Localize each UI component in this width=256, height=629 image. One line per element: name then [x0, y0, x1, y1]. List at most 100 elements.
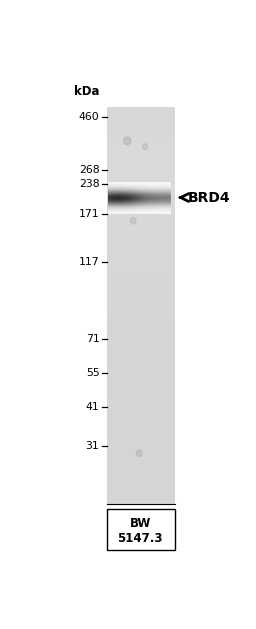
Bar	[108, 284, 175, 286]
Bar	[108, 270, 175, 272]
Bar	[108, 385, 175, 387]
Bar	[108, 298, 175, 299]
Bar	[108, 256, 175, 258]
Bar	[108, 242, 175, 244]
Bar	[108, 129, 175, 131]
Bar	[108, 252, 175, 254]
Bar	[108, 188, 175, 191]
Bar	[108, 391, 175, 393]
Text: BRD4: BRD4	[188, 191, 230, 204]
Text: 55: 55	[86, 369, 99, 378]
Bar	[108, 200, 175, 203]
Bar	[108, 387, 175, 389]
Bar	[108, 304, 175, 306]
Bar	[108, 244, 175, 246]
Bar	[108, 347, 175, 349]
Bar	[108, 216, 175, 218]
Bar	[108, 165, 175, 167]
Bar	[108, 502, 175, 504]
Bar	[108, 287, 175, 289]
Bar	[108, 389, 175, 391]
Text: 71: 71	[86, 335, 99, 345]
Bar	[108, 143, 175, 145]
Bar	[108, 151, 175, 153]
Bar	[108, 123, 175, 125]
Bar	[108, 236, 175, 238]
Bar	[108, 494, 175, 496]
Bar	[108, 462, 175, 464]
Bar	[108, 121, 175, 123]
Bar	[108, 172, 175, 174]
Bar	[108, 481, 175, 482]
Bar	[108, 148, 175, 151]
Bar	[108, 363, 175, 365]
Bar	[108, 405, 175, 407]
Bar	[108, 413, 175, 415]
Bar	[108, 393, 175, 395]
Bar	[108, 228, 175, 230]
Bar	[108, 399, 175, 401]
Bar	[108, 333, 175, 335]
Bar	[108, 157, 175, 159]
Bar	[108, 286, 175, 287]
Bar	[108, 131, 175, 133]
Bar	[108, 377, 175, 379]
Bar	[108, 230, 175, 232]
Bar	[108, 409, 175, 411]
Bar	[108, 339, 175, 342]
Bar	[108, 311, 175, 313]
Bar	[108, 222, 175, 224]
Bar	[108, 306, 175, 308]
Bar	[108, 248, 175, 250]
Bar	[108, 407, 175, 409]
Text: 5147.3: 5147.3	[118, 532, 163, 545]
Bar	[108, 117, 175, 119]
Bar	[108, 115, 175, 117]
Text: 117: 117	[79, 257, 99, 267]
Bar	[108, 466, 175, 469]
Bar	[108, 464, 175, 466]
Text: 460: 460	[79, 112, 99, 121]
Bar	[108, 509, 175, 550]
Bar	[108, 401, 175, 403]
Bar	[108, 411, 175, 413]
Bar	[108, 365, 175, 367]
Bar	[108, 224, 175, 226]
Bar	[108, 349, 175, 351]
Bar	[108, 179, 175, 181]
Text: 268: 268	[79, 165, 99, 175]
Bar	[108, 136, 175, 139]
Bar	[108, 383, 175, 385]
Bar	[108, 327, 175, 330]
Bar	[108, 447, 175, 448]
Bar	[108, 167, 175, 169]
Bar	[108, 177, 175, 179]
Bar	[108, 127, 175, 129]
Bar	[108, 111, 175, 113]
Bar	[108, 139, 175, 141]
Bar	[108, 246, 175, 248]
Bar	[108, 357, 175, 359]
Bar	[108, 359, 175, 361]
Bar	[108, 469, 175, 470]
Bar	[108, 318, 175, 320]
Bar	[108, 226, 175, 228]
Bar	[108, 276, 175, 278]
Bar	[108, 397, 175, 399]
Bar	[108, 282, 175, 284]
Bar	[108, 240, 175, 242]
Bar	[108, 125, 175, 127]
Bar	[108, 218, 175, 220]
Bar	[108, 325, 175, 327]
Bar	[108, 421, 175, 423]
Bar	[108, 198, 175, 200]
Bar	[108, 184, 175, 186]
Bar	[108, 448, 175, 450]
Bar	[108, 254, 175, 256]
Bar	[108, 238, 175, 240]
Bar	[108, 379, 175, 381]
Bar	[108, 289, 175, 292]
Bar	[108, 361, 175, 363]
Bar	[108, 490, 175, 493]
Bar	[108, 482, 175, 484]
